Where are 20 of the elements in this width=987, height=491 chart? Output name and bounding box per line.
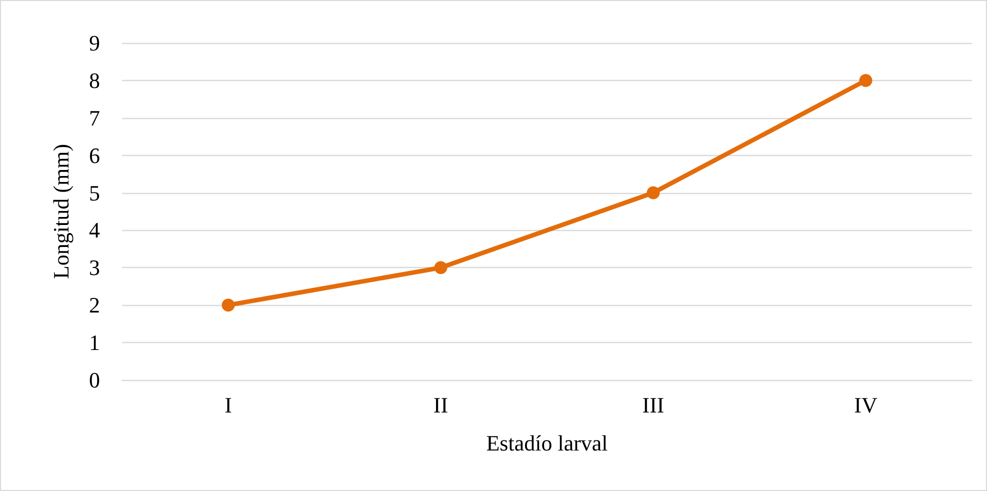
- x-axis-title: Estadío larval: [486, 430, 608, 456]
- y-tick-label: 2: [89, 292, 100, 318]
- point: [222, 298, 235, 312]
- y-tick-label: 5: [89, 180, 100, 206]
- x-tick-label: III: [642, 392, 664, 418]
- x-tick-label: IV: [854, 392, 878, 418]
- point: [434, 261, 448, 274]
- y-tick-label: 6: [89, 142, 100, 168]
- y-tick-label: 3: [89, 255, 100, 280]
- x-tick-label: II: [433, 392, 448, 418]
- point: [859, 74, 872, 87]
- y-axis-title: Longitud (mm): [48, 144, 74, 280]
- y-tick-label: 1: [89, 330, 100, 356]
- point: [646, 186, 660, 200]
- y-tick-label: 9: [89, 30, 100, 56]
- y-tick-label: 7: [89, 105, 100, 130]
- y-tick-label: 8: [89, 68, 100, 93]
- x-tick-label: I: [224, 392, 232, 418]
- y-tick-label: 0: [89, 368, 100, 392]
- y-tick-label: 4: [89, 218, 100, 243]
